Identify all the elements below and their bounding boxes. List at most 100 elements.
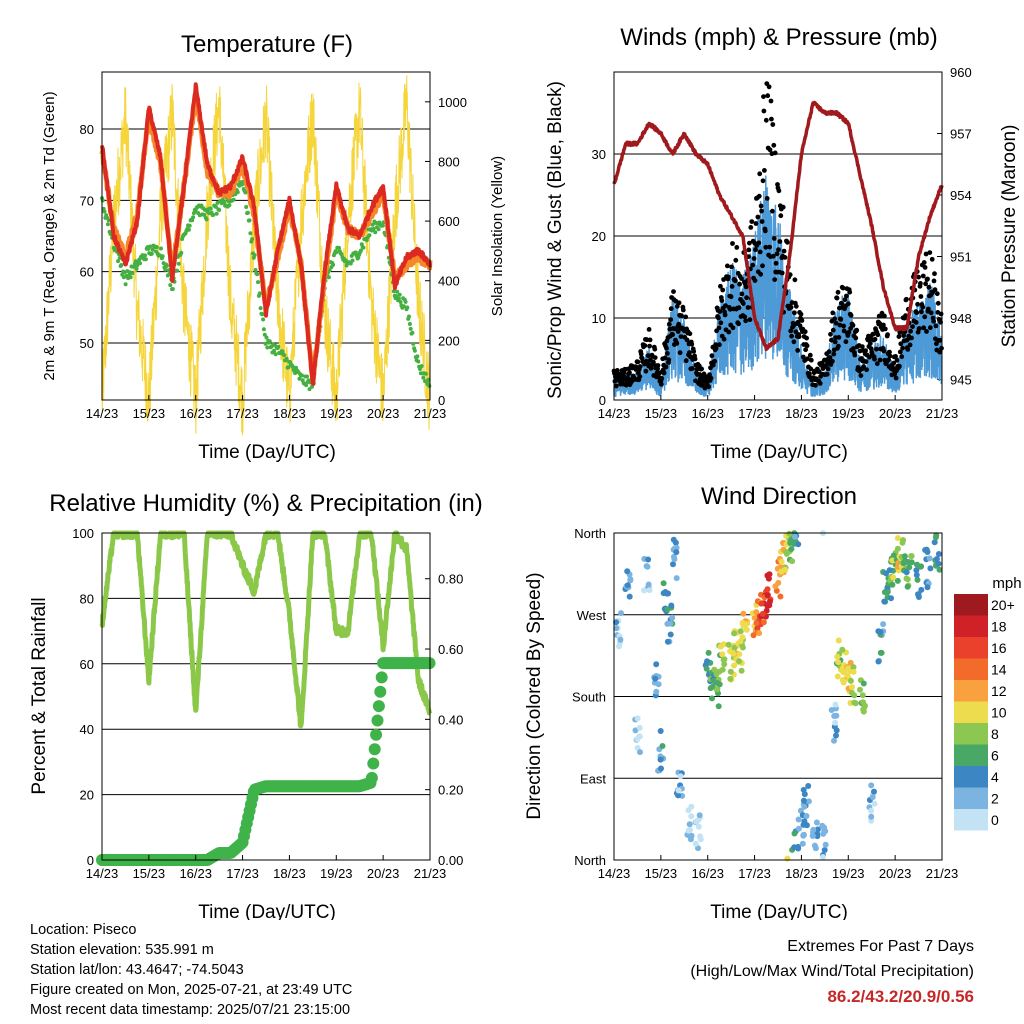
direction-point — [828, 707, 835, 713]
direction-point — [644, 563, 651, 570]
legend-label: 18 — [991, 618, 1007, 634]
y2-tick-label: 945 — [950, 373, 972, 388]
direction-point — [890, 552, 897, 559]
dewpoint-point — [255, 272, 260, 277]
precipitation-point — [372, 700, 385, 713]
y-tick-label: North — [574, 853, 606, 868]
dewpoint-point — [106, 218, 111, 223]
dewpoint-point — [410, 330, 415, 335]
gust-point — [747, 240, 752, 246]
figure-created: Figure created on Mon, 2025-07-21, at 23… — [30, 982, 353, 998]
direction-point — [653, 661, 660, 668]
gust-point — [847, 289, 853, 295]
gust-point — [829, 337, 834, 343]
dewpoint-point — [163, 267, 168, 272]
gust-point — [922, 314, 928, 320]
gust-point — [920, 273, 926, 279]
direction-point — [888, 595, 894, 602]
direction-point — [868, 807, 875, 814]
direction-point — [759, 610, 766, 617]
direction-point — [890, 574, 897, 581]
gust-point — [886, 357, 891, 363]
dewpoint-point — [370, 222, 375, 227]
direction-point — [673, 575, 680, 582]
y-tick-label: 10 — [592, 311, 606, 326]
direction-point — [935, 551, 942, 557]
gust-point — [740, 301, 746, 306]
gust-point — [773, 260, 779, 266]
gust-point — [713, 346, 719, 351]
gust-point — [713, 342, 719, 348]
direction-point — [667, 631, 674, 638]
x-tick-label: 19/23 — [320, 866, 353, 881]
direction-point — [814, 826, 821, 833]
direction-point — [913, 572, 920, 578]
gust-point — [687, 350, 692, 355]
gust-point — [864, 367, 869, 373]
dewpoint-point — [143, 253, 147, 258]
gust-point — [824, 371, 830, 377]
gust-point — [921, 260, 927, 265]
y2-tick-label: 0.60 — [438, 642, 463, 657]
gust-point — [908, 328, 913, 334]
gust-point — [776, 247, 781, 253]
direction-point — [935, 560, 942, 567]
direction-point — [834, 653, 841, 660]
dewpoint-point — [123, 282, 128, 287]
dewpoint-point — [307, 387, 312, 392]
dewpoint-point — [187, 223, 192, 228]
x-tick-label: 20/23 — [367, 866, 400, 881]
gust-point — [760, 263, 765, 269]
gust-point — [717, 309, 723, 314]
x-tick-label: 18/23 — [785, 866, 818, 881]
gust-point — [729, 284, 735, 289]
dewpoint-point — [398, 300, 403, 304]
y-tick-label: East — [580, 771, 606, 786]
gust-point — [893, 375, 899, 381]
temperature-xlabel: Time (Day/UTC) — [198, 442, 336, 463]
gust-point — [938, 311, 944, 317]
gust-point — [670, 332, 675, 337]
dewpoint-point — [260, 312, 265, 317]
dewpoint-point — [380, 223, 385, 228]
dewpoint-point — [128, 275, 133, 280]
x-tick-label: 21/23 — [926, 406, 959, 421]
dewpoint-point — [148, 244, 153, 249]
direction-point — [915, 591, 922, 598]
direction-point — [860, 680, 867, 687]
gust-point — [722, 312, 728, 318]
gust-point — [924, 329, 929, 334]
direction-point — [784, 855, 791, 862]
gust-point — [816, 369, 822, 375]
direction-point — [657, 756, 664, 763]
gust-point — [887, 349, 892, 355]
direction-point — [737, 628, 744, 635]
dewpoint-point — [149, 251, 154, 256]
legend-label: 8 — [991, 726, 999, 742]
gust-point — [800, 354, 806, 360]
dewpoint-point — [222, 200, 227, 205]
y2-tick-label: 957 — [950, 127, 972, 142]
direction-point — [791, 830, 798, 837]
gust-point — [721, 336, 727, 342]
direction-point — [756, 630, 763, 637]
direction-point — [795, 541, 802, 548]
humidity-xlabel: Time (Day/UTC) — [198, 902, 336, 920]
gust-point — [792, 310, 797, 316]
x-tick-label: 16/23 — [691, 406, 724, 421]
direction-point — [850, 668, 857, 675]
dewpoint-point — [265, 345, 270, 350]
direction-point — [751, 614, 758, 621]
gust-point — [830, 310, 836, 316]
gust-point — [838, 317, 844, 322]
dewpoint-point — [299, 373, 304, 378]
gust-point — [885, 332, 890, 337]
gust-point — [893, 354, 898, 359]
gust-point — [900, 345, 905, 351]
gust-point — [725, 263, 730, 269]
dewpoint-point — [304, 383, 309, 388]
x-tick-label: 18/23 — [273, 866, 306, 881]
gust-point — [770, 208, 775, 214]
dewpoint-point — [305, 374, 309, 379]
direction-point — [618, 610, 624, 617]
